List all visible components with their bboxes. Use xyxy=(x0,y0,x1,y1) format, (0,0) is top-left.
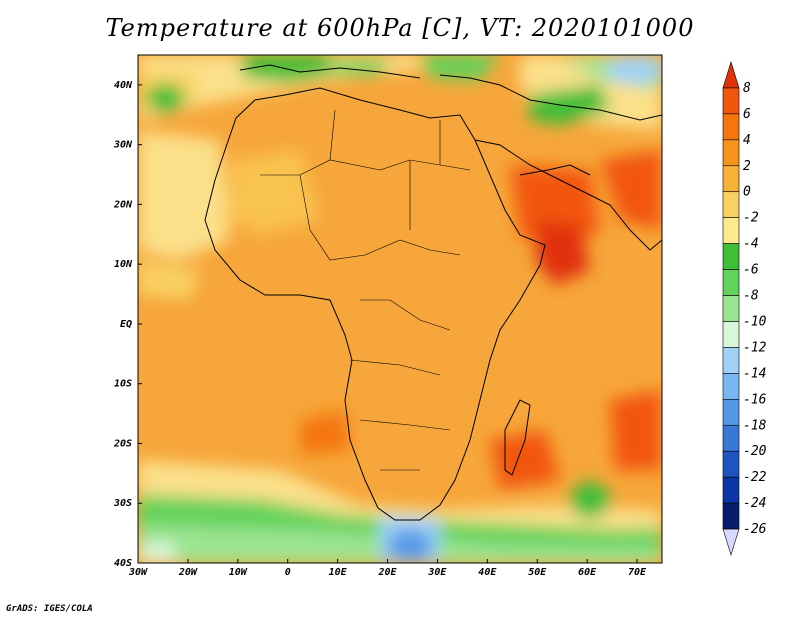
lon-tick-label: 60E xyxy=(578,567,597,578)
lon-tick-label: 30W xyxy=(128,567,148,578)
colorbar-swatch xyxy=(722,139,740,167)
colorbar-label: -20 xyxy=(743,444,767,459)
lat-tick-label: 10S xyxy=(114,379,132,390)
lat-tick-label: EQ xyxy=(120,319,132,330)
colorbar-swatch xyxy=(722,347,740,374)
colorbar-label: -4 xyxy=(743,237,759,252)
longitude-ticks: 30W 20W 10W 0 10E 20E 30E 40E 50E 60E 70E xyxy=(128,559,647,578)
lon-tick-label: 40E xyxy=(478,567,497,578)
colorbar-swatch xyxy=(722,165,740,193)
colorbar-swatch xyxy=(722,502,740,530)
lat-tick-label: 20S xyxy=(113,438,132,449)
coastlines xyxy=(204,64,662,521)
lat-tick-label: 30S xyxy=(113,498,132,509)
lon-tick-label: 70E xyxy=(628,567,647,578)
latitude-ticks: 40N 30N 20N 10N EQ 10S 20S 30S 40S xyxy=(113,80,142,569)
colorbar-label: -24 xyxy=(743,496,766,511)
colorbar-swatch xyxy=(722,87,740,115)
colorbar: 8 6 4 2 0 -2 -4 -6 -8 -10 -12 -14 -16 -18 -20 -22 -24 -26 xyxy=(722,60,767,557)
colorbar-label: -26 xyxy=(743,522,767,537)
temperature-field xyxy=(138,55,662,563)
colorbar-label: -16 xyxy=(743,392,767,407)
colorbar-swatch xyxy=(722,321,740,348)
colorbar-swatch xyxy=(722,60,740,89)
colorbar-swatch xyxy=(722,269,740,296)
colorbar-swatch xyxy=(722,399,740,426)
colorbar-label: 0 xyxy=(743,185,751,200)
lon-tick-label: 10E xyxy=(329,567,348,578)
lat-tick-label: 40N xyxy=(114,80,133,91)
colorbar-swatch xyxy=(722,373,740,400)
colorbar-label: -10 xyxy=(743,314,767,329)
lon-tick-label: 30E xyxy=(427,567,447,578)
country-borders xyxy=(260,109,471,471)
plot-frame xyxy=(137,54,663,564)
colorbar-label: -18 xyxy=(743,418,767,433)
lon-tick-label: 10W xyxy=(229,567,248,578)
lon-tick-label: 20W xyxy=(178,567,198,578)
lon-tick-label: 50E xyxy=(528,567,547,578)
colorbar-swatch xyxy=(722,528,740,557)
colorbar-swatch xyxy=(722,191,740,218)
colorbar-swatch xyxy=(722,217,740,244)
colorbar-label: -12 xyxy=(743,340,767,355)
lat-tick-label: 30N xyxy=(113,140,133,151)
colorbar-swatch xyxy=(722,113,740,141)
colorbar-swatch xyxy=(722,424,740,452)
lat-tick-label: 20N xyxy=(113,199,133,210)
colorbar-label: 6 xyxy=(743,107,751,122)
colorbar-swatch xyxy=(722,450,740,478)
lat-tick-label: 10N xyxy=(114,259,133,270)
colorbar-label: -6 xyxy=(743,263,759,278)
lon-tick-label: 0 xyxy=(285,567,291,578)
map-title: Temperature at 600hPa [C], VT: 202010100… xyxy=(105,14,695,42)
colorbar-label: -2 xyxy=(743,211,759,226)
colorbar-label: 8 xyxy=(743,81,751,96)
colorbar-label: -8 xyxy=(743,289,759,304)
colorbar-swatch xyxy=(722,476,740,504)
colorbar-swatch xyxy=(722,295,740,322)
colorbar-swatch xyxy=(722,243,740,270)
colorbar-label: -22 xyxy=(743,470,767,485)
grads-credit: GrADS: IGES/COLA xyxy=(6,604,93,614)
lon-tick-label: 20E xyxy=(377,567,397,578)
colorbar-label: 4 xyxy=(743,133,751,148)
lat-tick-label: 40S xyxy=(114,558,132,569)
colorbar-label: 2 xyxy=(743,159,751,174)
colorbar-label: -14 xyxy=(743,366,766,381)
